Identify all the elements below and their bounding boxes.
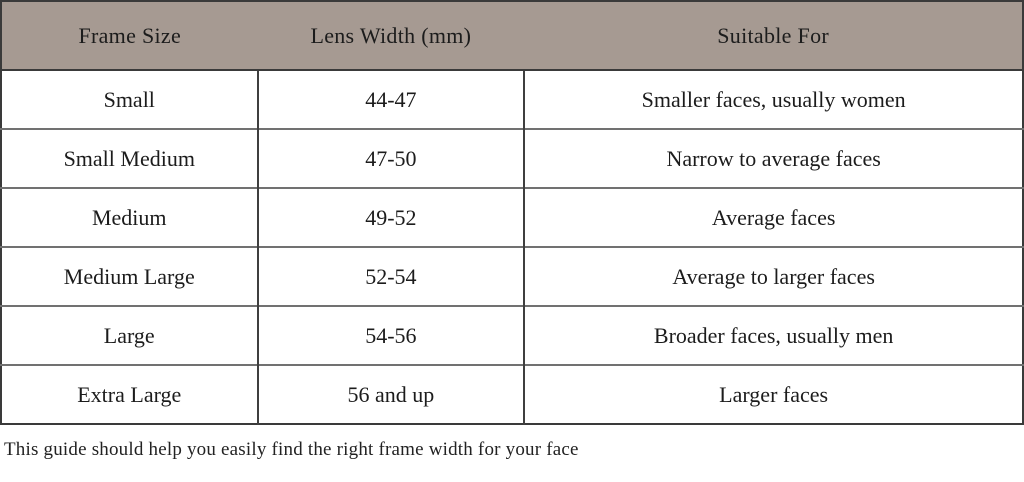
table-header: Frame Size Lens Width (mm) Suitable For — [1, 1, 1023, 71]
cell-frame-size: Small — [1, 69, 258, 129]
cell-frame-size: Large — [1, 305, 258, 365]
table-row: Extra Large 56 and up Larger faces — [1, 364, 1023, 424]
table-row: Large 54-56 Broader faces, usually men — [1, 305, 1023, 365]
column-header-frame-size: Frame Size — [1, 1, 258, 71]
cell-lens-width: 44-47 — [256, 69, 525, 129]
table-row: Medium 49-52 Average faces — [1, 187, 1023, 247]
frame-size-table: Frame Size Lens Width (mm) Suitable For … — [0, 0, 1024, 425]
table-body: Small 44-47 Smaller faces, usually women Sm… — [1, 69, 1023, 424]
cell-lens-width: 47-50 — [256, 128, 525, 188]
cell-lens-width: 54-56 — [256, 305, 525, 365]
cell-lens-width: 52-54 — [256, 246, 525, 306]
cell-suitable-for: Larger faces — [523, 364, 1023, 424]
cell-frame-size: Medium Large — [1, 246, 258, 306]
cell-suitable-for: Narrow to average faces — [523, 128, 1023, 188]
table-row: Medium Large 52-54 Average to larger faces — [1, 246, 1023, 306]
cell-suitable-for: Average faces — [523, 187, 1023, 247]
guide-note: This guide should help you easily find t… — [4, 439, 579, 460]
cell-frame-size: Small Medium — [1, 128, 258, 188]
cell-lens-width: 49-52 — [256, 187, 525, 247]
frame-size-guide: Frame Size Lens Width (mm) Suitable For … — [0, 0, 1024, 460]
cell-suitable-for: Average to larger faces — [523, 246, 1023, 306]
cell-frame-size: Extra Large — [1, 364, 258, 424]
cell-frame-size: Medium — [1, 187, 258, 247]
table-row: Small 44-47 Smaller faces, usually women — [1, 69, 1023, 129]
cell-suitable-for: Smaller faces, usually women — [523, 69, 1023, 129]
table-row: Small Medium 47-50 Narrow to average faces — [1, 128, 1023, 188]
column-header-suitable-for: Suitable For — [524, 1, 1023, 71]
column-header-lens-width: Lens Width (mm) — [257, 1, 525, 71]
header-row: Frame Size Lens Width (mm) Suitable For — [1, 1, 1023, 71]
cell-suitable-for: Broader faces, usually men — [523, 305, 1023, 365]
cell-lens-width: 56 and up — [256, 364, 525, 424]
